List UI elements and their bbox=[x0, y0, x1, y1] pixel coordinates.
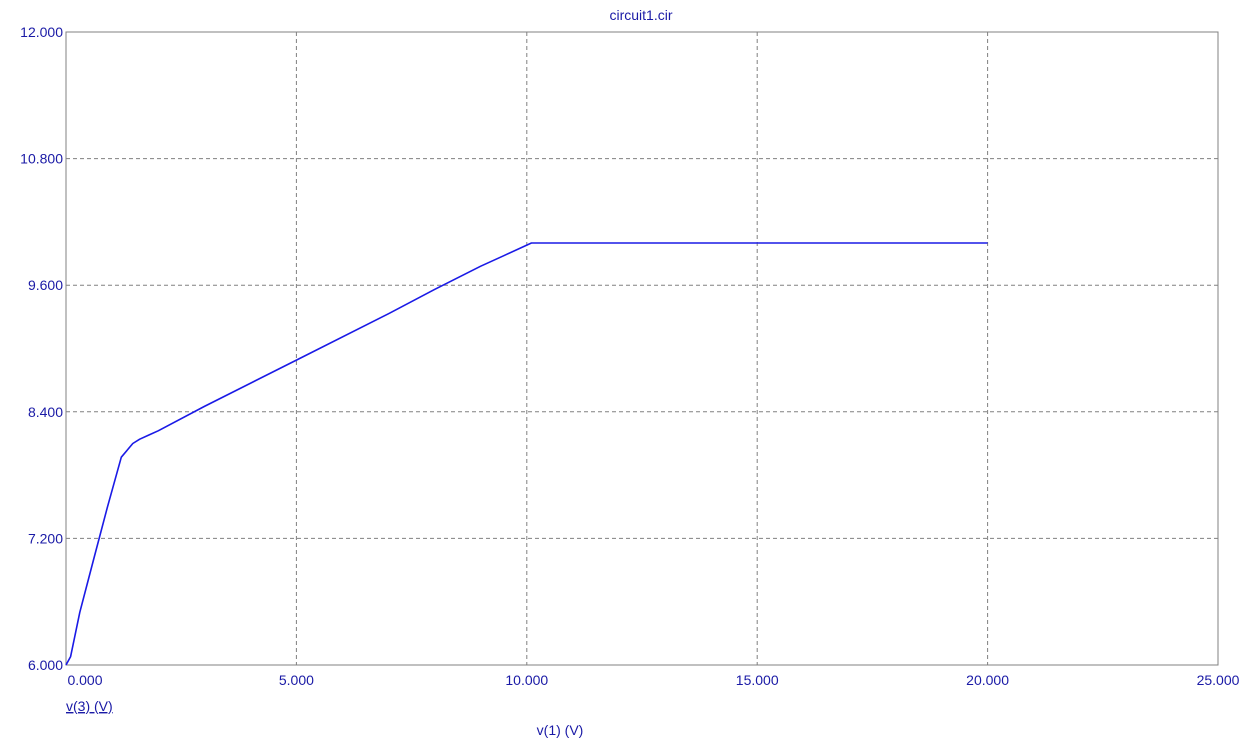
y-tick-label: 9.600 bbox=[28, 277, 63, 293]
y-tick-label: 10.800 bbox=[20, 151, 63, 167]
y-tick-label: 8.400 bbox=[28, 404, 63, 420]
x-tick-label: 25.000 bbox=[1197, 672, 1240, 688]
grid bbox=[66, 32, 1218, 665]
series-line-v3 bbox=[65, 242, 988, 666]
y-tick-label: 7.200 bbox=[28, 530, 63, 546]
x-tick-label: 10.000 bbox=[505, 672, 548, 688]
series-layer bbox=[65, 242, 988, 666]
y-tick-label: 6.000 bbox=[28, 657, 63, 673]
x-tick-label: 20.000 bbox=[966, 672, 1009, 688]
x-axis-label: v(1) (V) bbox=[537, 722, 584, 738]
x-tick-label: 0.000 bbox=[67, 672, 102, 688]
y-ticks: 6.000 7.200 8.400 9.600 10.800 12.000 bbox=[20, 24, 63, 673]
x-tick-label: 15.000 bbox=[736, 672, 779, 688]
x-tick-label: 5.000 bbox=[279, 672, 314, 688]
chart-title: circuit1.cir bbox=[609, 7, 672, 23]
plot-frame bbox=[65, 31, 1219, 666]
y-axis-label[interactable]: v(3) (V) bbox=[66, 698, 113, 714]
x-ticks: 0.000 5.000 10.000 15.000 20.000 25.000 bbox=[67, 672, 1239, 688]
y-tick-label: 12.000 bbox=[20, 24, 63, 40]
